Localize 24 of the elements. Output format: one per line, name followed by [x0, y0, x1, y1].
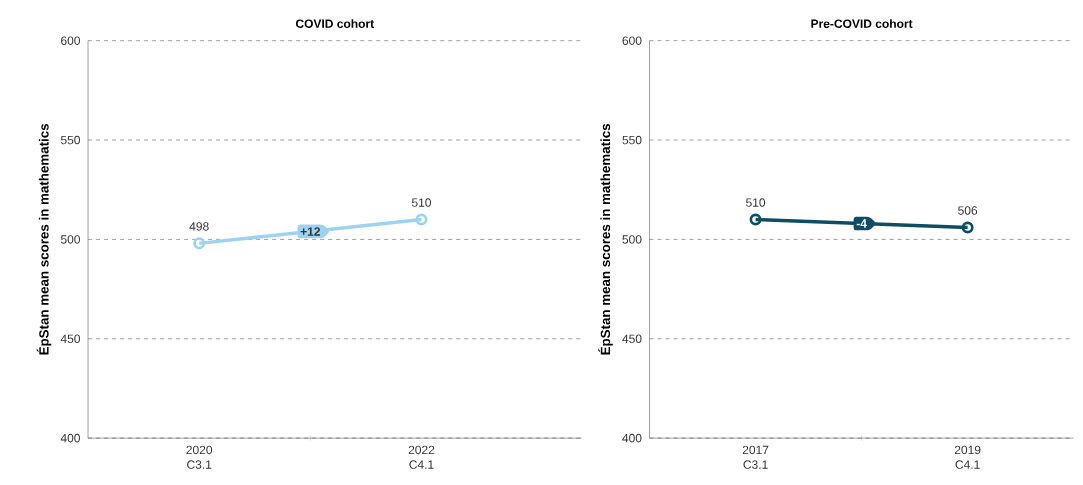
- x-tick-label: 2019 C4.1: [954, 445, 981, 469]
- y-axis-title: ÉpStan mean scores in mathematics: [36, 123, 52, 355]
- x-tick-label: 2020 C3.1: [186, 445, 213, 469]
- data-label: 510: [746, 198, 766, 207]
- y-tick-label: 500: [60, 234, 81, 244]
- annotation: -4: [856, 219, 867, 228]
- data-label: 498: [189, 221, 209, 231]
- y-tick-label: 450: [60, 334, 81, 343]
- chart-title: Pre-COVID cohort: [811, 18, 913, 28]
- y-tick-label: 400: [622, 433, 642, 443]
- chart-title: COVID cohort: [295, 18, 374, 28]
- y-tick-label: 550: [60, 135, 81, 145]
- y-tick-label: 400: [60, 433, 81, 443]
- y-tick-label: 500: [622, 234, 642, 244]
- data-label: 510: [411, 198, 432, 207]
- annotation: +12: [300, 227, 321, 236]
- y-axis-title: ÉpStan mean scores in mathematics: [598, 123, 613, 355]
- y-tick-label: 600: [61, 36, 81, 45]
- x-tick-label: 2022 C4.1: [408, 445, 435, 469]
- x-tick-label: 2017 C3.1: [742, 445, 769, 469]
- y-tick-label: 600: [622, 36, 642, 45]
- data-label: 506: [958, 206, 978, 215]
- y-tick-label: 450: [622, 334, 642, 343]
- y-tick-label: 550: [622, 135, 642, 145]
